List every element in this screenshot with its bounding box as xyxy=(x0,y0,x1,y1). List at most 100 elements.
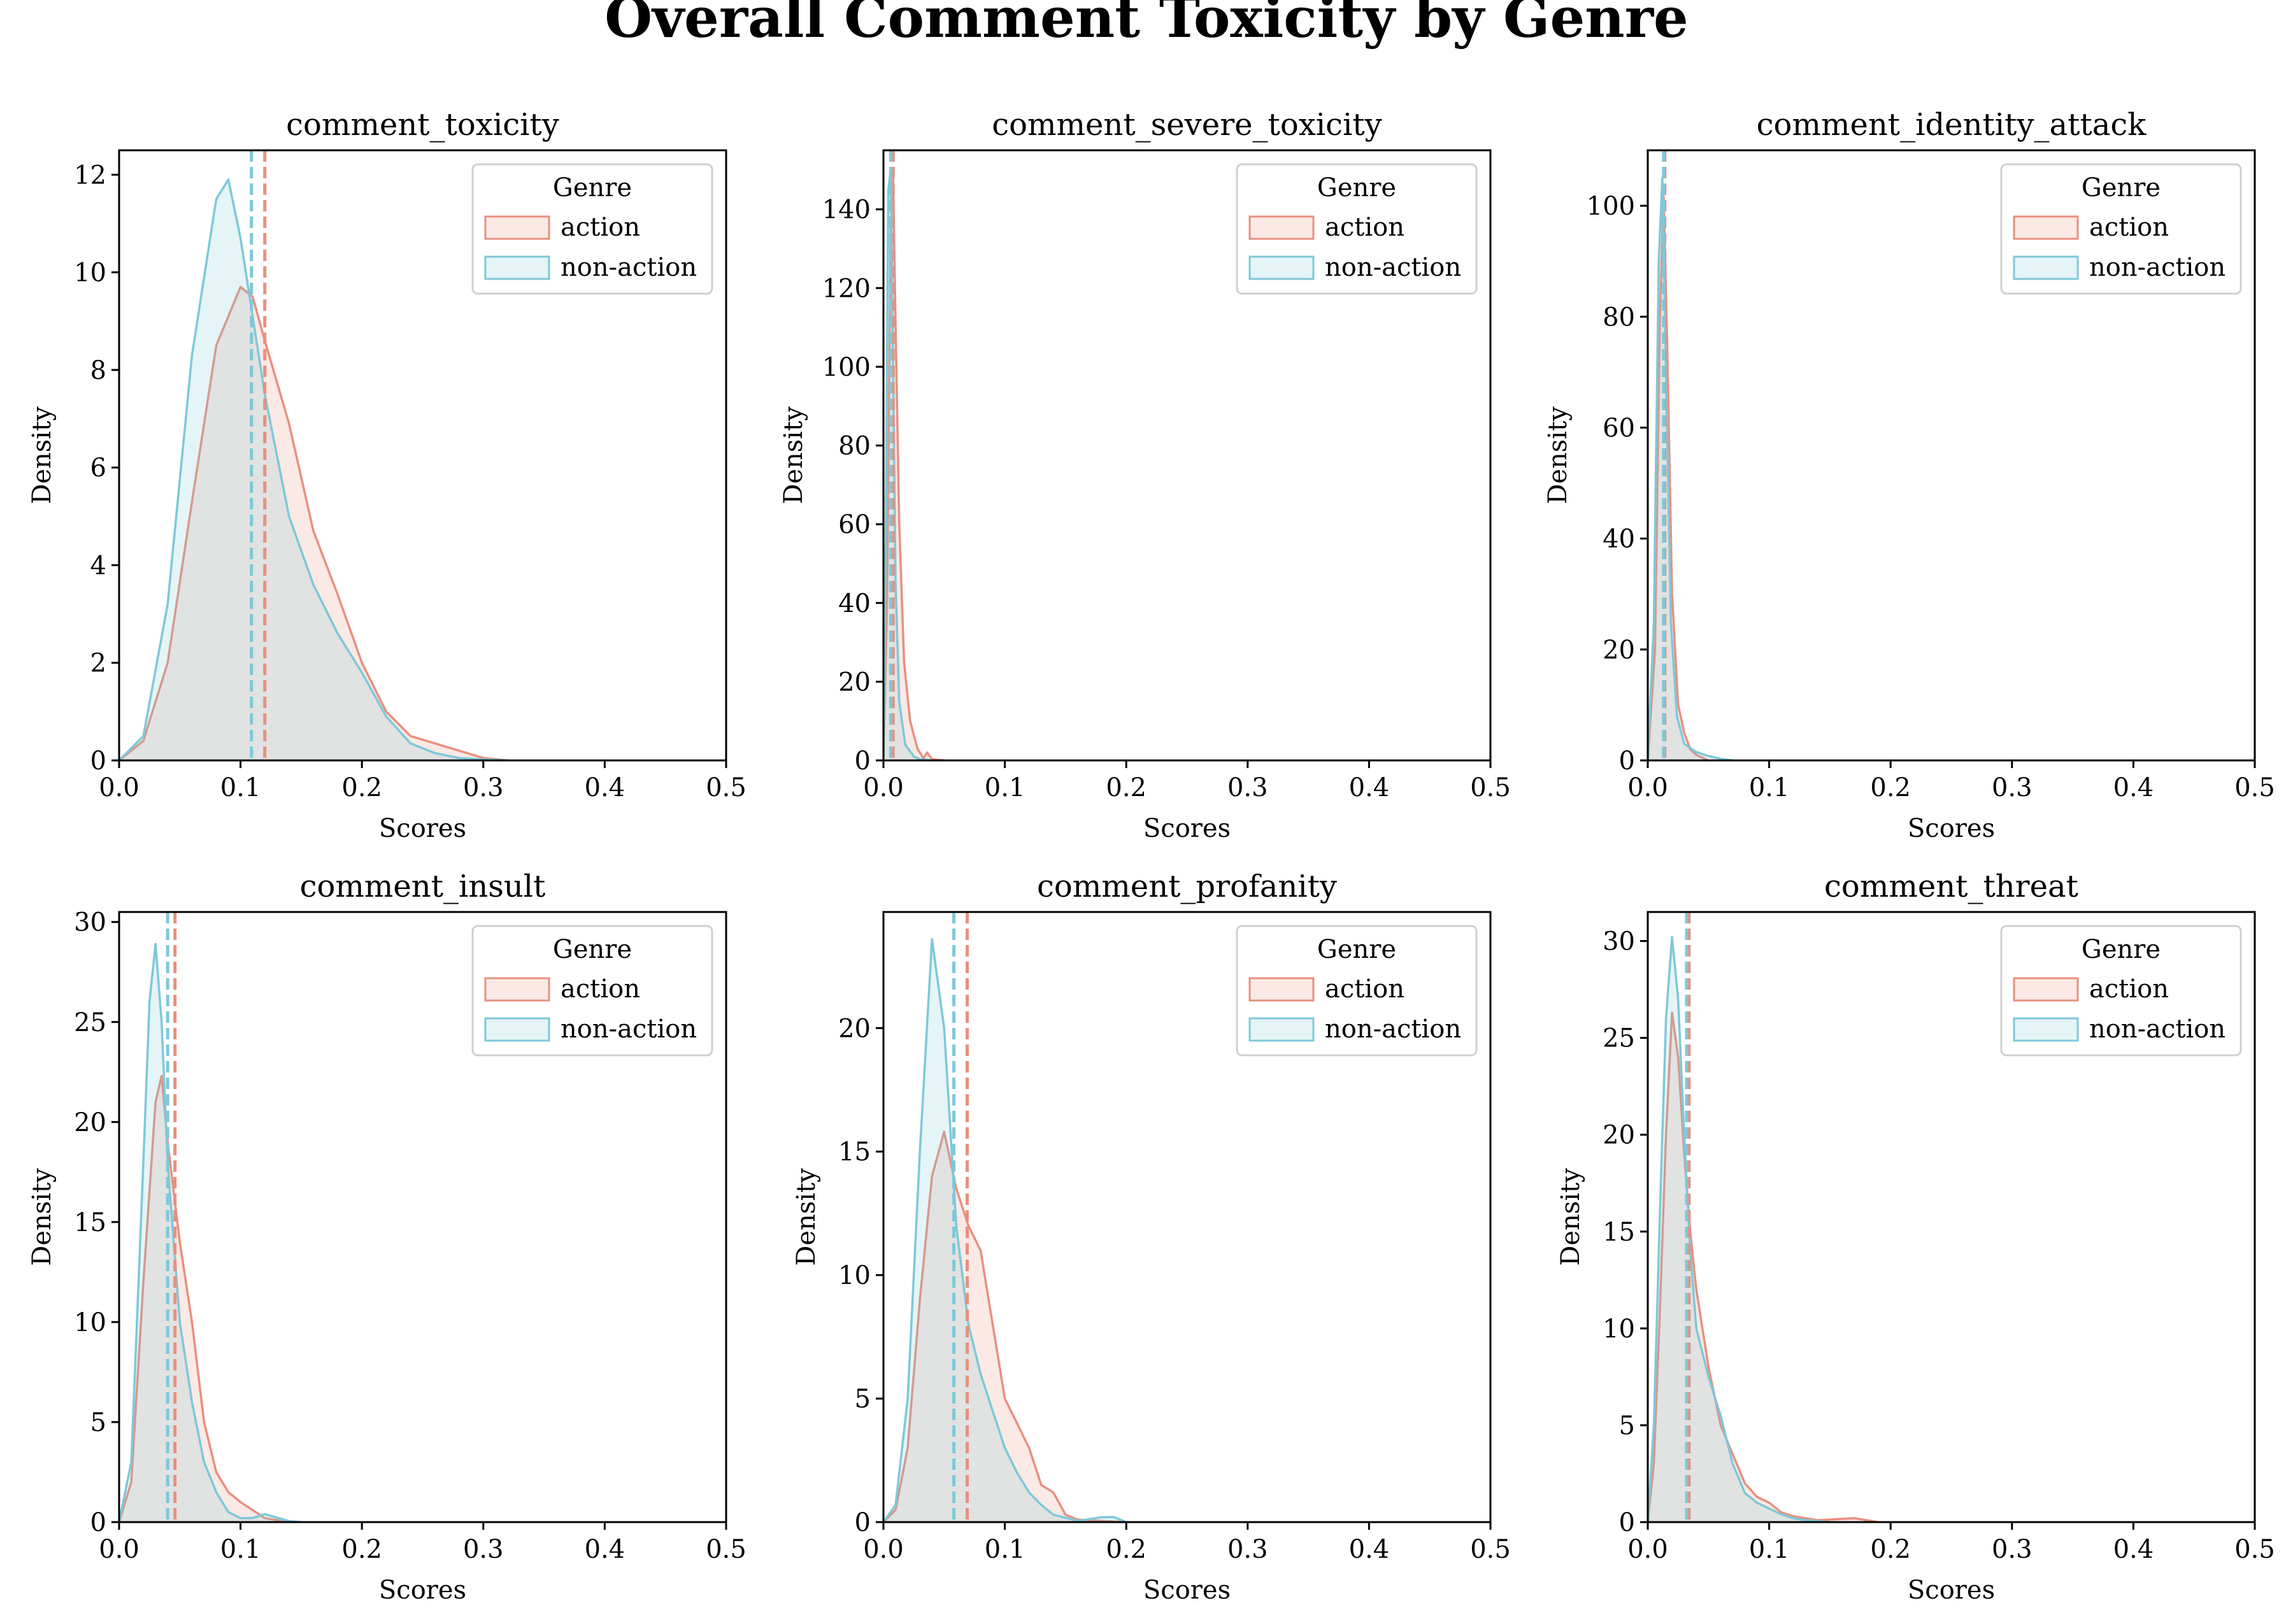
legend-label-non-action: non-action xyxy=(561,253,697,282)
x-axis-label: Scores xyxy=(1143,814,1231,843)
y-tick-label: 5 xyxy=(855,1385,871,1414)
density-fill-non-action xyxy=(1648,178,1733,760)
axes-frame xyxy=(118,911,727,1523)
x-tick-label: 0.4 xyxy=(2113,1535,2154,1564)
axes-frame xyxy=(1647,149,2256,762)
y-tick-label: 40 xyxy=(1603,525,1635,554)
axes-frame xyxy=(882,149,1492,762)
plot-area xyxy=(883,912,1127,1522)
density-line-action xyxy=(883,1130,1127,1522)
legend-swatch-non-action xyxy=(484,255,550,280)
x-axis-label: Scores xyxy=(1143,1576,1231,1605)
axes-frame xyxy=(118,149,727,762)
y-tick-label: 30 xyxy=(74,908,106,937)
legend-label-non-action: non-action xyxy=(2089,253,2225,282)
x-tick-label: 0.5 xyxy=(1470,1535,1511,1564)
y-axis-label: Density xyxy=(27,406,57,504)
density-fill-action xyxy=(119,287,508,760)
x-tick-label: 0.4 xyxy=(1349,1535,1390,1564)
x-axis-label: Scores xyxy=(1908,1576,1995,1605)
y-tick-label: 20 xyxy=(838,667,871,697)
legend-box xyxy=(2000,925,2242,1057)
x-tick-label: 0.2 xyxy=(341,773,382,802)
y-tick-label: 30 xyxy=(1603,927,1635,957)
x-tick-label: 0.4 xyxy=(2113,773,2154,802)
legend-box xyxy=(1236,163,1478,295)
legend: Genre action non-action xyxy=(1236,163,1478,295)
y-tick-label: 10 xyxy=(838,1261,871,1290)
legend-label-action: action xyxy=(2089,974,2169,1004)
y-tick-label: 2 xyxy=(90,649,106,678)
y-tick-label: 10 xyxy=(1603,1314,1635,1344)
subplot-comment-profanity: 0.0 0.1 0.2 0.3 0.4 0.5 0 5 10 15 20 comment_profan… xyxy=(792,869,1511,1605)
density-fill-action xyxy=(883,178,945,760)
x-tick-label: 0.0 xyxy=(1627,1535,1668,1564)
legend-box xyxy=(1236,925,1478,1057)
y-tick-label: 0 xyxy=(855,1508,871,1537)
density-line-action xyxy=(119,285,508,760)
legend-box xyxy=(471,163,713,295)
plot-area xyxy=(1648,150,1733,760)
y-tick-label: 15 xyxy=(1603,1218,1635,1247)
plot-area xyxy=(119,912,302,1522)
y-tick-label: 25 xyxy=(1603,1024,1635,1053)
density-line-action xyxy=(119,1074,290,1522)
y-tick-label: 0 xyxy=(90,1508,106,1537)
y-tick-label: 0 xyxy=(855,746,871,776)
y-tick-label: 120 xyxy=(822,274,871,303)
x-tick-label: 0.5 xyxy=(706,1535,746,1564)
legend-swatch-non-action xyxy=(1248,1017,1315,1042)
plot-area xyxy=(1648,912,1879,1522)
x-tick-label: 0.2 xyxy=(1106,773,1146,802)
subplot-title: comment_threat xyxy=(1824,869,2078,904)
legend: Genre action non-action xyxy=(471,925,713,1057)
y-tick-label: 40 xyxy=(838,589,871,618)
density-line-non-action xyxy=(1648,936,1831,1522)
subplot-title: comment_severe_toxicity xyxy=(992,107,1382,143)
y-axis-label: Density xyxy=(27,1168,57,1266)
legend-label-non-action: non-action xyxy=(561,1015,697,1044)
y-tick-label: 60 xyxy=(838,510,871,539)
y-tick-label: 20 xyxy=(1603,636,1635,665)
x-tick-label: 0.1 xyxy=(985,1535,1025,1564)
y-tick-label: 15 xyxy=(838,1137,871,1167)
x-tick-label: 0.3 xyxy=(463,1535,504,1564)
subplot-comment-threat: 0.0 0.1 0.2 0.3 0.4 0.5 0 5 10 15 20 25 30 comment_th… xyxy=(1556,869,2275,1605)
density-line-action xyxy=(1648,193,1710,760)
x-tick-label: 0.5 xyxy=(706,773,746,802)
density-line-non-action xyxy=(883,937,1127,1522)
legend-label-non-action: non-action xyxy=(1325,1015,1461,1044)
legend-title: Genre xyxy=(1317,935,1396,964)
subplot-title: comment_identity_attack xyxy=(1757,107,2147,143)
subplot-comment-identity-attack: 0.0 0.1 0.2 0.3 0.4 0.5 0 20 40 60 80 100 comment_id… xyxy=(1543,107,2275,843)
legend-label-non-action: non-action xyxy=(1325,253,1461,282)
x-tick-label: 0.4 xyxy=(585,1535,625,1564)
y-tick-label: 0 xyxy=(1619,1508,1635,1537)
y-tick-label: 10 xyxy=(74,1308,106,1337)
density-fill-non-action xyxy=(1648,937,1830,1522)
subplot-title: comment_toxicity xyxy=(286,107,559,143)
x-tick-label: 0.2 xyxy=(341,1535,382,1564)
x-axis-label: Scores xyxy=(1908,814,1995,843)
y-tick-label: 100 xyxy=(1587,192,1635,221)
legend-box xyxy=(471,925,713,1057)
legend-swatch-non-action xyxy=(2013,255,2079,280)
legend-label-action: action xyxy=(561,974,640,1004)
x-tick-label: 0.3 xyxy=(463,773,504,802)
x-tick-label: 0.5 xyxy=(1470,773,1511,802)
x-tick-label: 0.4 xyxy=(585,773,625,802)
legend: Genre action non-action xyxy=(2000,163,2242,295)
y-tick-label: 80 xyxy=(1603,303,1635,332)
legend-label-non-action: non-action xyxy=(2089,1015,2225,1044)
x-tick-label: 0.0 xyxy=(1627,773,1668,802)
legend-label-action: action xyxy=(1325,213,1404,242)
x-tick-label: 0.3 xyxy=(1992,1535,2032,1564)
x-axis-label: Scores xyxy=(379,814,466,843)
y-tick-label: 8 xyxy=(90,356,106,385)
x-tick-label: 0.2 xyxy=(1870,773,1911,802)
subplot-grid: 0.0 0.1 0.2 0.3 0.4 0.5 0 2 4 6 8 10 12 comment_toxic… xyxy=(27,107,2275,1605)
density-line-non-action xyxy=(119,943,302,1522)
y-tick-label: 5 xyxy=(1619,1411,1635,1441)
density-line-non-action xyxy=(883,169,932,760)
y-tick-label: 60 xyxy=(1603,413,1635,443)
